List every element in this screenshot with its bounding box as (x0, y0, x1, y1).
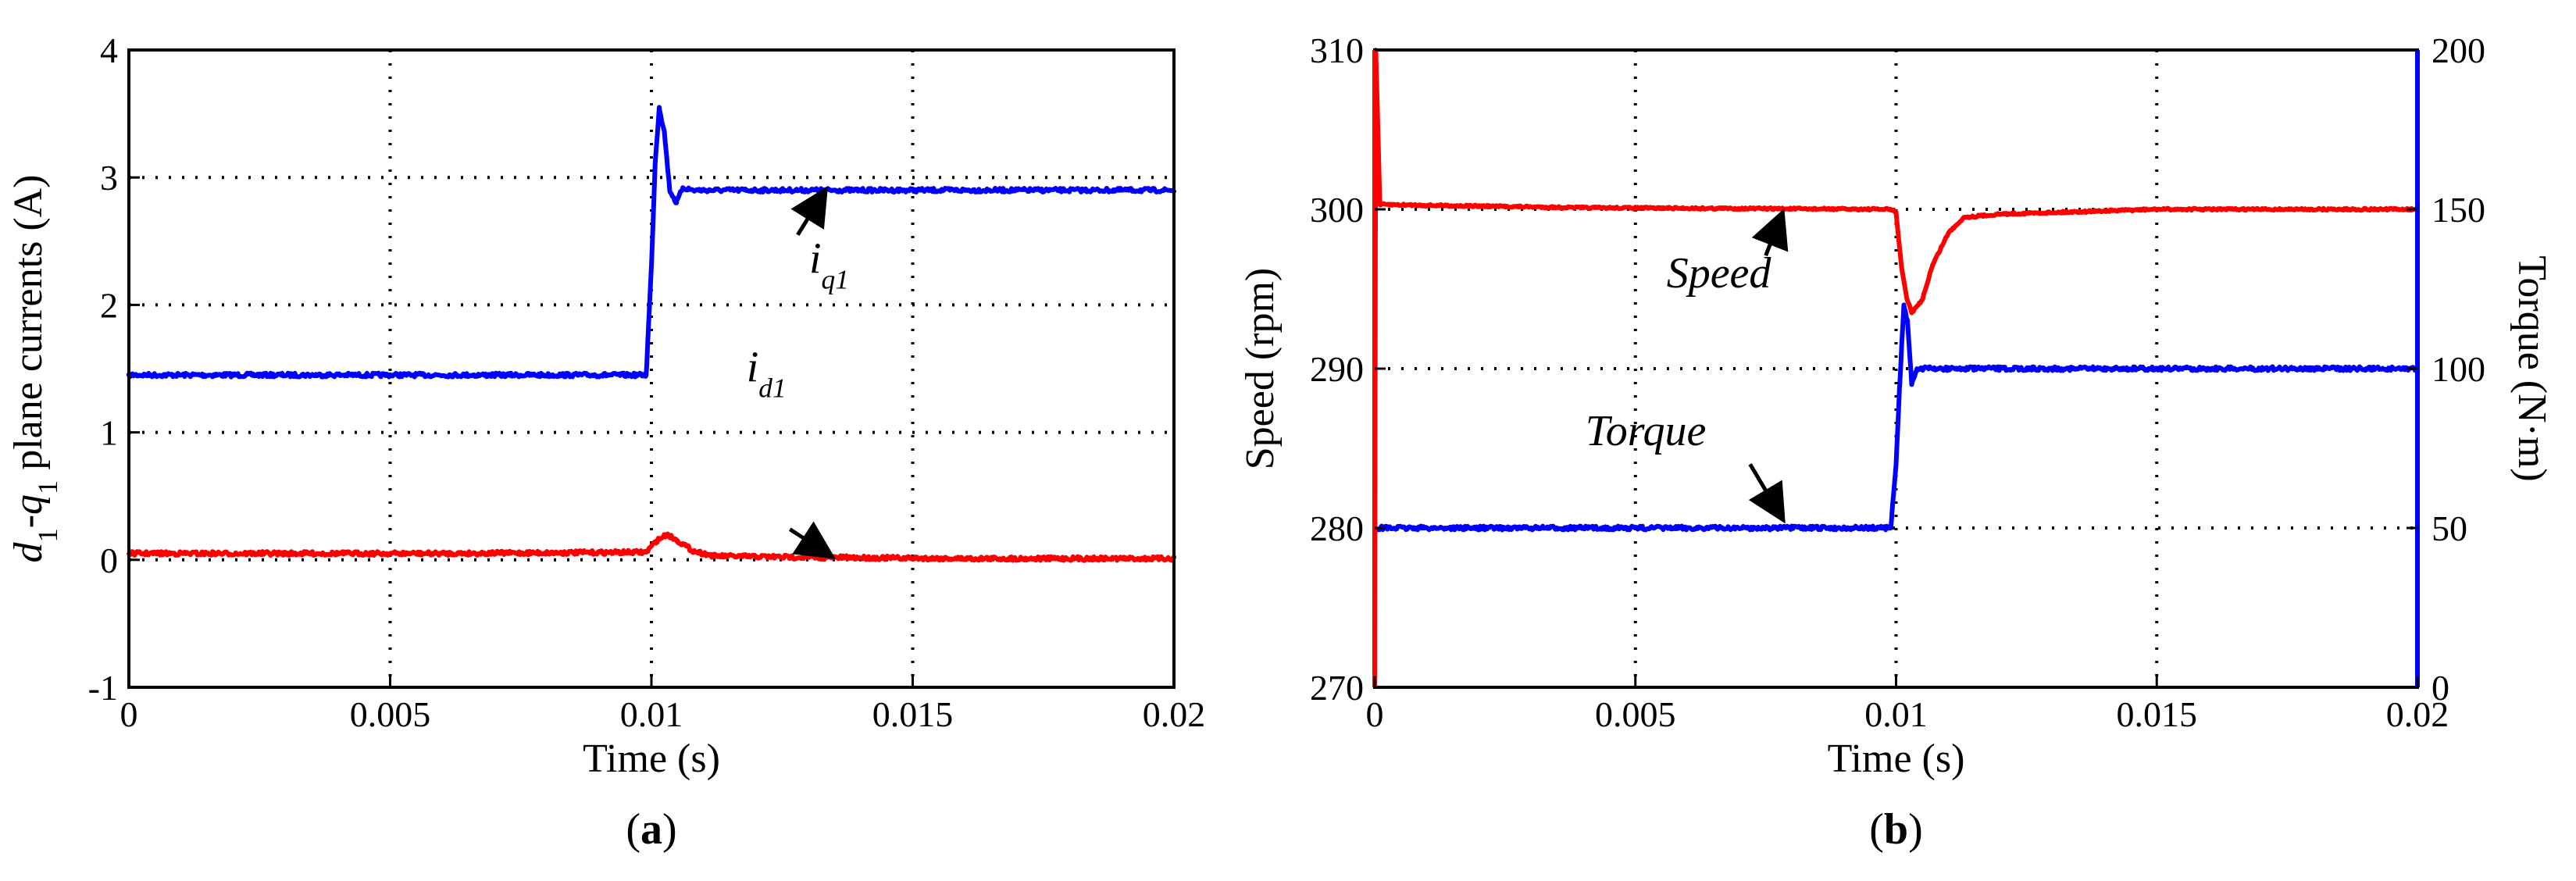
annotation-main: i (747, 343, 759, 391)
y-tick-label: 270 (1310, 668, 1364, 708)
annotation-arrow-iq1 (790, 186, 829, 236)
y-tick-label: 300 (1310, 190, 1364, 230)
x-tick-label: 0.01 (1864, 694, 1928, 734)
x-tick-label: 0.015 (2117, 694, 2198, 734)
chart-panel-b: 0 0.005 0.01 0.015 0.02 270 280 290 300 310 0 50 100… (1238, 30, 2554, 854)
annotation-arrow-torque (1748, 463, 1786, 524)
y-tick-label: 4 (100, 30, 118, 70)
y-tick-label: 3 (100, 158, 118, 198)
annotation-main: i (809, 235, 822, 284)
annotation-main: Torque (1586, 407, 1707, 455)
y-tick-label: 280 (1310, 508, 1364, 548)
y-axis-label-part: 1 (32, 528, 63, 542)
x-tick-label: 0.015 (872, 694, 954, 734)
annotation-sub: q1 (822, 264, 849, 295)
annotation-arrow-speed (1751, 208, 1789, 257)
y-axis-label-part: d (6, 542, 51, 563)
x-tick-label: 0.005 (350, 694, 431, 734)
panel-caption: (a) (626, 805, 676, 854)
series-line-torque (1372, 302, 2420, 533)
y-axis-label: Speed (rpm) (1238, 268, 1283, 469)
x-tick-label: 0.02 (1143, 694, 1206, 734)
caption-paren: ( (626, 805, 640, 854)
annotation-arrow-id1 (788, 521, 836, 559)
panel-caption: (b) (1869, 805, 1922, 854)
annotation-sub: d1 (758, 372, 786, 403)
y-tick-label: -1 (88, 668, 118, 708)
x-axis-label: Time (s) (583, 737, 720, 781)
y2-tick-label: 150 (2432, 190, 2485, 230)
x-tick-label: 0.02 (2386, 694, 2449, 734)
y-axis-label-part: plane currents (A) (6, 174, 51, 480)
series-line-speed (1372, 48, 2420, 690)
x-tick-label: 0.005 (1595, 694, 1676, 734)
x-tick-label: 0.01 (620, 694, 683, 734)
x-tick-label: 0 (1366, 694, 1384, 734)
caption-letter: b (1884, 805, 1908, 854)
annotation-label-iq1: iq1 (809, 235, 849, 295)
y-tick-label: 290 (1310, 349, 1364, 389)
y-tick-label: 1 (100, 413, 118, 453)
annotation-label-speed: Speed (1667, 249, 1772, 298)
x-axis-label: Time (s) (1828, 737, 1965, 781)
y-axis-label-part: q (6, 494, 51, 515)
caption-paren: ( (1869, 805, 1884, 854)
annotation-label-id1: id1 (747, 343, 787, 403)
y2-tick-label: 50 (2432, 508, 2467, 548)
x-tick-label: 0 (120, 694, 138, 734)
caption-letter: a (640, 805, 662, 854)
y-axis-label-part: 1 (32, 480, 63, 494)
y2-tick-label: 100 (2432, 349, 2485, 389)
y-axis-label-part: - (6, 515, 51, 528)
y-tick-label: 2 (100, 285, 118, 325)
caption-paren: ) (1908, 805, 1923, 854)
y2-tick-label: 200 (2432, 30, 2485, 70)
annotation-main: Speed (1667, 249, 1772, 298)
y-tick-label: 310 (1310, 30, 1364, 70)
y-tick-label: 0 (100, 540, 118, 580)
series-line-id1 (127, 531, 1176, 563)
annotation-label-torque: Torque (1586, 407, 1707, 455)
series-line-iq1 (127, 105, 1176, 380)
y2-tick-label: 0 (2432, 668, 2449, 708)
y2-axis-label: Torque (N·m) (2510, 255, 2554, 481)
y-axis-label: d1-q1 plane currents (A) (6, 174, 63, 562)
caption-paren: ) (662, 805, 677, 854)
